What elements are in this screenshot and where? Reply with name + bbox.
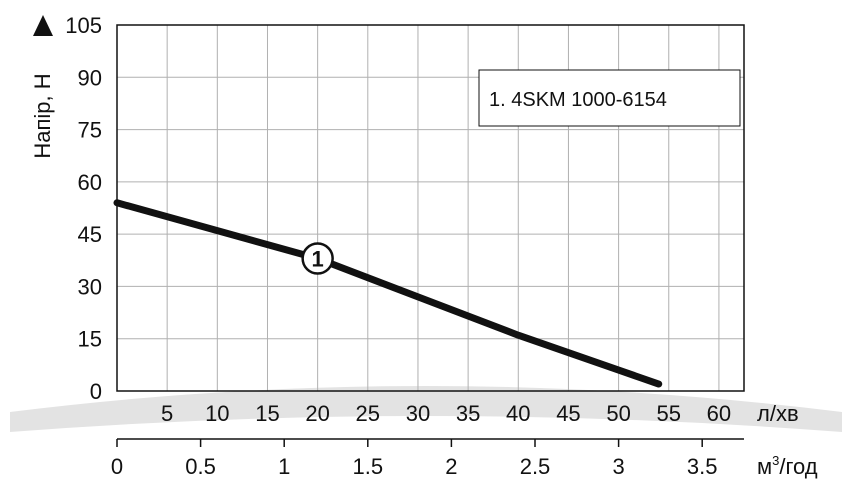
y-tick-label: 45 — [78, 222, 102, 247]
series-marker-circle — [301, 242, 334, 275]
y-tick-label: 75 — [78, 118, 102, 143]
y-axis-title: Напір, Н — [30, 73, 55, 158]
x-tick-label-primary: 45 — [556, 401, 580, 426]
y-axis-arrow-icon — [33, 15, 53, 36]
x-tick-label-secondary: 2 — [445, 454, 457, 479]
x-tick-label-primary: 10 — [205, 401, 229, 426]
series-line-1 — [113, 199, 663, 388]
x-tick-label-primary: 25 — [356, 401, 380, 426]
x-tick-label-secondary: 3 — [612, 454, 624, 479]
x-tick-label-primary: 60 — [707, 401, 731, 426]
plot-frame — [116, 24, 745, 392]
x-tick-label-secondary: 0 — [111, 454, 123, 479]
y-tick-label: 0 — [90, 379, 102, 404]
x-tick-labels-primary: 5 10 15 20 25 30 35 40 45 50 55 60 — [161, 401, 731, 426]
x-tick-label-primary: 35 — [456, 401, 480, 426]
x-unit-secondary-base: м — [757, 454, 772, 479]
y-tick-label: 15 — [78, 327, 102, 352]
x-tick-label-secondary: 1.5 — [353, 454, 384, 479]
x-tick-label-primary: 50 — [606, 401, 630, 426]
x-tick-label-primary: 5 — [161, 401, 173, 426]
y-tick-label: 105 — [65, 13, 102, 38]
x-tick-labels-secondary: 0 0.5 1 1.5 2 2.5 3 3.5 — [111, 439, 718, 479]
x-tick-label-primary: 40 — [506, 401, 530, 426]
x-tick-label-primary: 55 — [657, 401, 681, 426]
x-unit-secondary-sup: 3 — [772, 453, 779, 468]
y-tick-label: 30 — [78, 274, 102, 299]
x-tick-label-secondary: 0.5 — [185, 454, 216, 479]
y-tick-label: 90 — [78, 65, 102, 90]
legend-box — [478, 69, 741, 127]
x-tick-label-secondary: 3.5 — [687, 454, 718, 479]
x-tick-label-primary: 20 — [305, 401, 329, 426]
x-tick-label-secondary: 1 — [278, 454, 290, 479]
y-tick-labels: 0 15 30 45 60 75 90 105 — [65, 13, 102, 404]
x-unit-secondary: м3/год — [757, 453, 818, 479]
x-unit-primary: л/хв — [757, 401, 799, 426]
x-tick-label-primary: 15 — [255, 401, 279, 426]
y-tick-label: 60 — [78, 170, 102, 195]
series-layer: 1 — [113, 199, 663, 388]
series-marker-label: 1 — [312, 247, 324, 272]
legend-text: 1. 4SKM 1000-6154 — [489, 89, 667, 111]
x-unit-secondary-tail: /год — [779, 454, 817, 479]
x-tick-label-primary: 30 — [406, 401, 430, 426]
x-tick-label-secondary: 2.5 — [520, 454, 551, 479]
background-band — [10, 386, 842, 432]
